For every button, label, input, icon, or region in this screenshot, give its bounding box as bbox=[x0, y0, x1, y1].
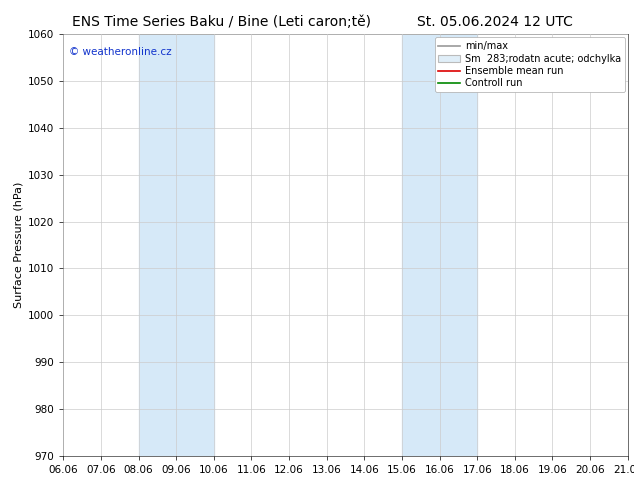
Bar bbox=[402, 34, 477, 456]
Text: St. 05.06.2024 12 UTC: St. 05.06.2024 12 UTC bbox=[417, 15, 573, 29]
Text: ENS Time Series Baku / Bine (Leti caron;tě): ENS Time Series Baku / Bine (Leti caron;… bbox=[72, 15, 372, 29]
Bar bbox=[139, 34, 214, 456]
Y-axis label: Surface Pressure (hPa): Surface Pressure (hPa) bbox=[14, 182, 24, 308]
Legend: min/max, Sm  283;rodatn acute; odchylka, Ensemble mean run, Controll run: min/max, Sm 283;rodatn acute; odchylka, … bbox=[434, 37, 624, 92]
Text: © weatheronline.cz: © weatheronline.cz bbox=[69, 47, 172, 57]
